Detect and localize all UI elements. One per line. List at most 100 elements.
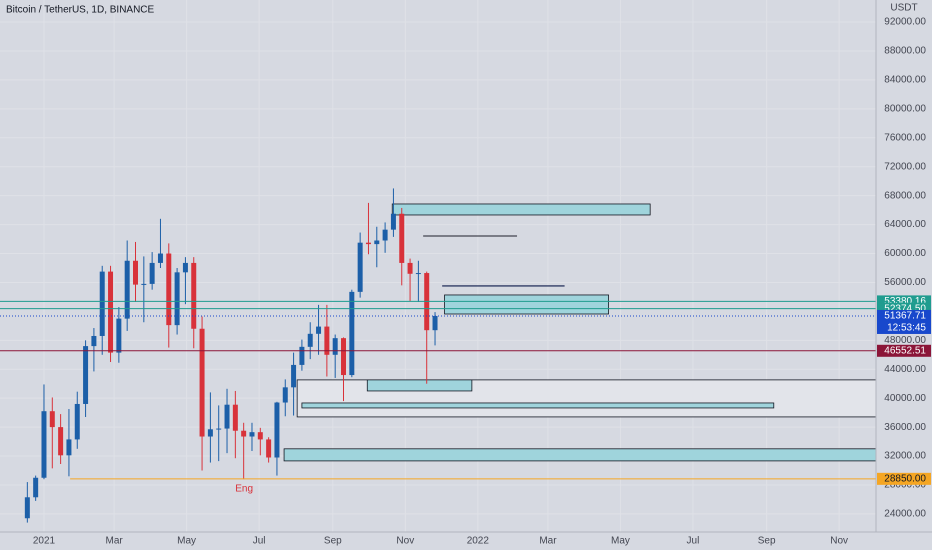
zone <box>391 203 651 216</box>
candle-body <box>182 262 188 273</box>
x-tick-label: Nov <box>396 536 414 547</box>
price-label-bg <box>877 472 931 485</box>
candle-body <box>257 432 263 440</box>
candle-body <box>357 242 363 292</box>
candle-body <box>232 404 238 431</box>
price-label: 53380.16 <box>884 296 926 307</box>
y-tick-label: 56000.00 <box>884 277 926 288</box>
candle-body <box>83 346 89 404</box>
y-tick-label: 76000.00 <box>884 132 926 143</box>
candle-body <box>207 429 213 437</box>
price-label-bg <box>877 309 931 334</box>
candle-body <box>24 497 30 519</box>
y-tick-label: 28000.00 <box>884 480 926 491</box>
candle-body <box>332 338 338 355</box>
price-label: 28850.00 <box>884 473 926 484</box>
x-tick-label: May <box>611 536 630 547</box>
zone <box>444 294 609 315</box>
candle-body <box>124 260 130 319</box>
candle-body <box>307 333 313 347</box>
candle-body <box>74 403 80 440</box>
candle-body <box>365 242 371 245</box>
x-tick-label: Sep <box>758 536 776 547</box>
candle-body <box>316 326 322 334</box>
candle-body <box>349 291 355 376</box>
zone <box>283 448 877 462</box>
candle-body <box>191 262 197 329</box>
price-label: 51367.71 <box>884 311 926 322</box>
candle-body <box>291 364 297 388</box>
y-tick-label: 84000.00 <box>884 75 926 86</box>
candle-body <box>390 213 396 230</box>
candle-body <box>33 477 39 498</box>
candle-body <box>116 318 122 353</box>
candle-body <box>282 387 288 403</box>
candle-body <box>432 315 438 331</box>
candle-body <box>399 213 405 263</box>
x-tick-label: Nov <box>830 536 848 547</box>
price-label: 46552.51 <box>884 345 926 356</box>
candle-body <box>133 260 138 285</box>
x-tick-label: Jul <box>687 536 700 547</box>
x-tick-label: Mar <box>105 536 123 547</box>
y-tick-label: 68000.00 <box>884 190 926 201</box>
candle-body <box>224 404 230 429</box>
x-tick-label: 2021 <box>33 536 56 547</box>
candle-body <box>415 273 421 275</box>
zone <box>301 402 775 409</box>
x-tick-label: 2022 <box>467 536 490 547</box>
y-tick-label: 60000.00 <box>884 248 926 259</box>
candle-body <box>157 253 163 263</box>
x-tick-label: May <box>177 536 196 547</box>
y-tick-label: 36000.00 <box>884 422 926 433</box>
y-tick-label: 44000.00 <box>884 364 926 375</box>
candle-body <box>374 240 380 245</box>
y-tick-label: 32000.00 <box>884 451 926 462</box>
candle-body <box>249 432 255 437</box>
countdown: 12:53:45 <box>887 323 926 334</box>
level-note: Eng <box>235 483 253 494</box>
price-label-bg <box>877 344 931 357</box>
candle-body <box>99 271 105 336</box>
plot-area: Eng <box>0 188 877 523</box>
candle-body <box>58 427 64 456</box>
price-axis <box>876 0 932 550</box>
candle-body <box>66 439 72 456</box>
candle-body <box>91 335 97 347</box>
candle-body <box>274 402 280 458</box>
candle-body <box>49 411 55 428</box>
candle-body <box>166 253 172 326</box>
y-tick-label: 72000.00 <box>884 161 926 172</box>
zone <box>366 379 473 392</box>
x-tick-label: Jul <box>253 536 266 547</box>
axes: 24000.00 28000.00 32000.00 36000.00 40000.00… <box>33 17 931 547</box>
candle-body <box>299 346 305 365</box>
candle-body <box>266 439 272 458</box>
candle-body <box>108 271 114 353</box>
chart-title: Bitcoin / TetherUS, 1D, BINANCE <box>6 5 155 16</box>
candle-body <box>241 430 247 437</box>
candle-body <box>407 262 413 274</box>
candle-body <box>216 428 222 430</box>
x-tick-label: Mar <box>539 536 557 547</box>
candle-body <box>149 262 155 284</box>
y-tick-label: 80000.00 <box>884 103 926 114</box>
candle-body <box>324 326 330 355</box>
y-tick-label: 40000.00 <box>884 393 926 404</box>
candle-body <box>382 229 388 241</box>
candle-body <box>174 272 180 326</box>
candle-body <box>341 338 347 376</box>
axis-unit: USDT <box>890 3 917 14</box>
candle-body <box>141 283 147 285</box>
price-label: 52374.50 <box>884 303 926 314</box>
candle-body <box>199 328 205 437</box>
y-tick-label: 48000.00 <box>884 335 926 346</box>
y-tick-label: 64000.00 <box>884 219 926 230</box>
y-tick-label: 24000.00 <box>884 509 926 520</box>
x-tick-label: Sep <box>324 536 342 547</box>
candle-body <box>41 411 47 478</box>
y-tick-label: 88000.00 <box>884 46 926 57</box>
